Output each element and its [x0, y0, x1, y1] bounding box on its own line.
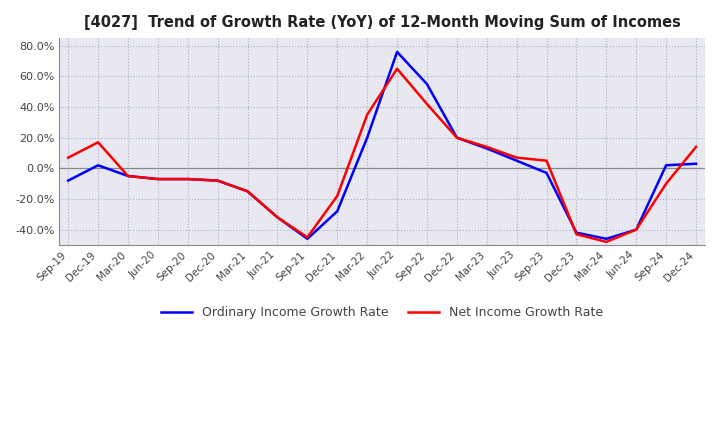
Ordinary Income Growth Rate [94, 163, 102, 168]
Ordinary Income Growth Rate [453, 135, 462, 140]
Ordinary Income Growth Rate [482, 146, 491, 151]
Net Income Growth Rate [184, 176, 192, 182]
Net Income Growth Rate [153, 176, 162, 182]
Net Income Growth Rate [124, 173, 132, 179]
Ordinary Income Growth Rate [662, 163, 670, 168]
Ordinary Income Growth Rate [213, 178, 222, 183]
Net Income Growth Rate [662, 181, 670, 186]
Ordinary Income Growth Rate [243, 189, 252, 194]
Net Income Growth Rate [602, 239, 611, 245]
Ordinary Income Growth Rate [333, 209, 341, 214]
Legend: Ordinary Income Growth Rate, Net Income Growth Rate: Ordinary Income Growth Rate, Net Income … [155, 300, 609, 326]
Ordinary Income Growth Rate [513, 158, 521, 163]
Ordinary Income Growth Rate [423, 81, 431, 87]
Net Income Growth Rate [392, 66, 401, 71]
Net Income Growth Rate [273, 215, 282, 220]
Net Income Growth Rate [453, 135, 462, 140]
Ordinary Income Growth Rate [692, 161, 701, 166]
Net Income Growth Rate [542, 158, 551, 163]
Net Income Growth Rate [333, 193, 341, 198]
Ordinary Income Growth Rate [363, 135, 372, 140]
Net Income Growth Rate [243, 189, 252, 194]
Ordinary Income Growth Rate [303, 236, 312, 242]
Net Income Growth Rate [64, 155, 73, 160]
Ordinary Income Growth Rate [542, 170, 551, 176]
Ordinary Income Growth Rate [273, 215, 282, 220]
Net Income Growth Rate [423, 101, 431, 106]
Net Income Growth Rate [213, 178, 222, 183]
Net Income Growth Rate [692, 144, 701, 150]
Net Income Growth Rate [632, 227, 641, 232]
Net Income Growth Rate [513, 155, 521, 160]
Title: [4027]  Trend of Growth Rate (YoY) of 12-Month Moving Sum of Incomes: [4027] Trend of Growth Rate (YoY) of 12-… [84, 15, 680, 30]
Ordinary Income Growth Rate [153, 176, 162, 182]
Net Income Growth Rate [303, 235, 312, 240]
Net Income Growth Rate [572, 231, 581, 237]
Net Income Growth Rate [363, 112, 372, 117]
Ordinary Income Growth Rate [602, 236, 611, 242]
Ordinary Income Growth Rate [184, 176, 192, 182]
Net Income Growth Rate [94, 139, 102, 145]
Line: Net Income Growth Rate: Net Income Growth Rate [68, 69, 696, 242]
Ordinary Income Growth Rate [572, 230, 581, 235]
Ordinary Income Growth Rate [632, 227, 641, 232]
Line: Ordinary Income Growth Rate: Ordinary Income Growth Rate [68, 52, 696, 239]
Net Income Growth Rate [482, 144, 491, 150]
Ordinary Income Growth Rate [124, 173, 132, 179]
Ordinary Income Growth Rate [392, 49, 401, 55]
Ordinary Income Growth Rate [64, 178, 73, 183]
